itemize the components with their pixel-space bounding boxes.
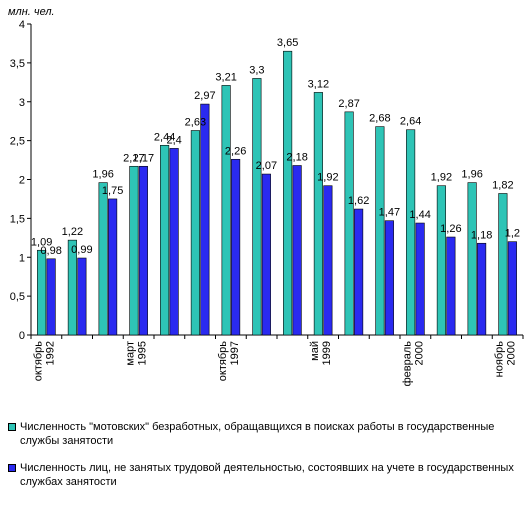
x-tick-label: 1999 <box>321 341 333 365</box>
data-label-series-1: 1,22 <box>62 226 83 238</box>
data-label-series-1: 3,12 <box>308 78 329 90</box>
bar-series-1 <box>467 182 477 336</box>
data-label-series-2: 1,18 <box>471 229 492 241</box>
data-label-series-1: 1,09 <box>31 236 52 248</box>
data-label-series-1: 3,21 <box>215 71 236 83</box>
x-tick-label: март <box>125 341 137 366</box>
x-tick-label: ноябрь <box>494 341 506 378</box>
y-tick-label: 4 <box>19 19 25 31</box>
data-label-series-1: 3,3 <box>249 64 264 76</box>
data-label-series-1: 2,68 <box>369 113 390 125</box>
bar-series-1 <box>190 130 200 336</box>
bar-series-1 <box>498 193 508 336</box>
bar-series-2 <box>108 198 118 336</box>
bar-series-1 <box>98 182 108 336</box>
bar-series-1 <box>67 239 77 336</box>
y-tick-label: 2,5 <box>10 136 25 148</box>
bar-chart: 0 0,5 1 1,5 2 2,5 3 3,5 4 1,090,981,22 0,99 1,96 1,7… <box>10 19 524 387</box>
bar-series-2 <box>323 185 333 336</box>
legend-label-2: Численность лиц, не занятых трудовой дея… <box>20 462 514 488</box>
y-tick-label: 1 <box>19 252 25 264</box>
legend-item-1: Численность "мотовских" безработных, обр… <box>8 420 523 448</box>
bar-series-1 <box>283 50 293 336</box>
data-label-series-1: 1,92 <box>431 172 452 184</box>
bar-series-1 <box>37 249 47 336</box>
data-label-series-1: 2,87 <box>338 98 359 110</box>
x-tick-label: октябрь <box>32 341 44 381</box>
data-label-series-1: 2,64 <box>400 116 421 128</box>
bar-series-2 <box>77 257 87 336</box>
data-label-series-2: 1,26 <box>440 223 461 235</box>
bar-series-2 <box>477 242 487 336</box>
x-tick-label: май <box>309 341 321 361</box>
x-tick-label: 1997 <box>229 341 241 365</box>
y-tick-label: 2 <box>19 175 25 187</box>
bar-series-2 <box>46 258 56 336</box>
data-label-series-2: 2,26 <box>225 145 246 157</box>
y-tick-label: 0 <box>19 330 25 342</box>
legend-swatch-1 <box>8 423 16 431</box>
bar-series-1 <box>252 78 262 336</box>
y-axis-unit-label: млн. чел. <box>8 6 55 18</box>
data-label-series-2: 2,07 <box>256 160 277 172</box>
x-tick-label: февраль <box>401 341 413 387</box>
legend-item-2: Численность лиц, не занятых трудовой дея… <box>8 461 523 489</box>
data-label-series-1: 1,82 <box>492 179 513 191</box>
bar-series-2 <box>169 148 179 336</box>
data-label-series-2: 0,99 <box>71 244 92 256</box>
bar-series-1 <box>436 185 446 336</box>
bar-series-2 <box>138 165 148 336</box>
bar-series-2 <box>261 173 271 336</box>
data-label-series-2: 1,92 <box>317 172 338 184</box>
legend-swatch-2 <box>8 464 16 472</box>
data-label-series-2: 2,18 <box>286 152 307 164</box>
x-tick-label: 1992 <box>44 341 56 365</box>
x-tick-label: октябрь <box>217 341 229 381</box>
x-tick-label: 1995 <box>137 341 149 365</box>
data-label-series-2: 1,44 <box>409 209 430 221</box>
bar-series-1 <box>375 126 385 336</box>
bar-series-2 <box>507 241 517 336</box>
bar-series-2 <box>231 158 241 336</box>
bar-series-1 <box>344 111 354 336</box>
x-tick-label: 2000 <box>506 341 518 365</box>
y-tick-label: 3 <box>19 97 25 109</box>
data-label-series-2: 1,62 <box>348 195 369 207</box>
data-label-series-1: 2,44 <box>154 131 175 143</box>
legend-label-1: Численность "мотовских" безработных, обр… <box>20 421 495 447</box>
bar-series-1 <box>221 85 231 336</box>
bar-series-1 <box>160 144 170 336</box>
bar-series-2 <box>415 222 425 336</box>
bar-series-1 <box>129 165 139 336</box>
data-label-series-2: 1,47 <box>379 207 400 219</box>
bar-series-2 <box>354 208 364 336</box>
data-label-series-2: 0,98 <box>40 245 61 257</box>
data-label-series-1: 2,17 <box>123 152 144 164</box>
x-tick-label: 2000 <box>413 341 425 365</box>
bar-series-2 <box>446 236 456 336</box>
data-label-series-1: 1,96 <box>92 169 113 181</box>
data-label-series-2: 1,75 <box>102 185 123 197</box>
data-label-series-1: 2,63 <box>185 117 206 129</box>
data-label-series-2: 2,4 <box>166 134 181 146</box>
data-label-series-2: 2,97 <box>194 90 215 102</box>
y-tick-label: 1,5 <box>10 213 25 225</box>
bar-series-2 <box>200 103 210 336</box>
y-tick-label: 3,5 <box>10 58 25 70</box>
data-label-series-2: 2,17 <box>133 152 154 164</box>
bar-series-1 <box>406 129 416 336</box>
bar-series-2 <box>384 220 394 336</box>
data-label-series-1: 1,96 <box>461 169 482 181</box>
y-tick-label: 0,5 <box>10 291 25 303</box>
data-label-series-1: 3,65 <box>277 37 298 49</box>
bar-series-1 <box>313 92 323 336</box>
data-label-series-2: 1,2 <box>505 228 520 240</box>
bar-series-2 <box>292 165 302 336</box>
